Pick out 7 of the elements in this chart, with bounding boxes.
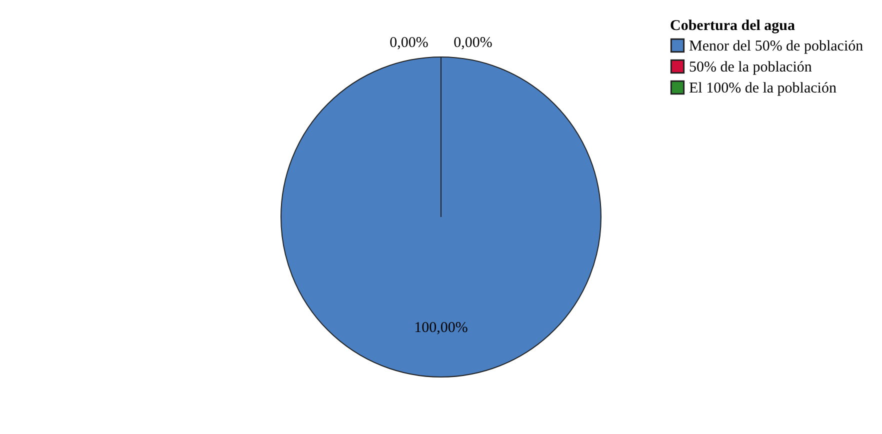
data-label: 100,00% xyxy=(414,320,468,336)
legend-title: Cobertura del agua xyxy=(670,18,796,34)
legend-label: El 100% de la población xyxy=(689,80,837,96)
legend-label: Menor del 50% de población xyxy=(689,38,864,54)
legend-label: 50% de la población xyxy=(689,60,812,76)
text: 0,00% xyxy=(390,35,428,51)
text: 0,00% xyxy=(454,35,492,51)
